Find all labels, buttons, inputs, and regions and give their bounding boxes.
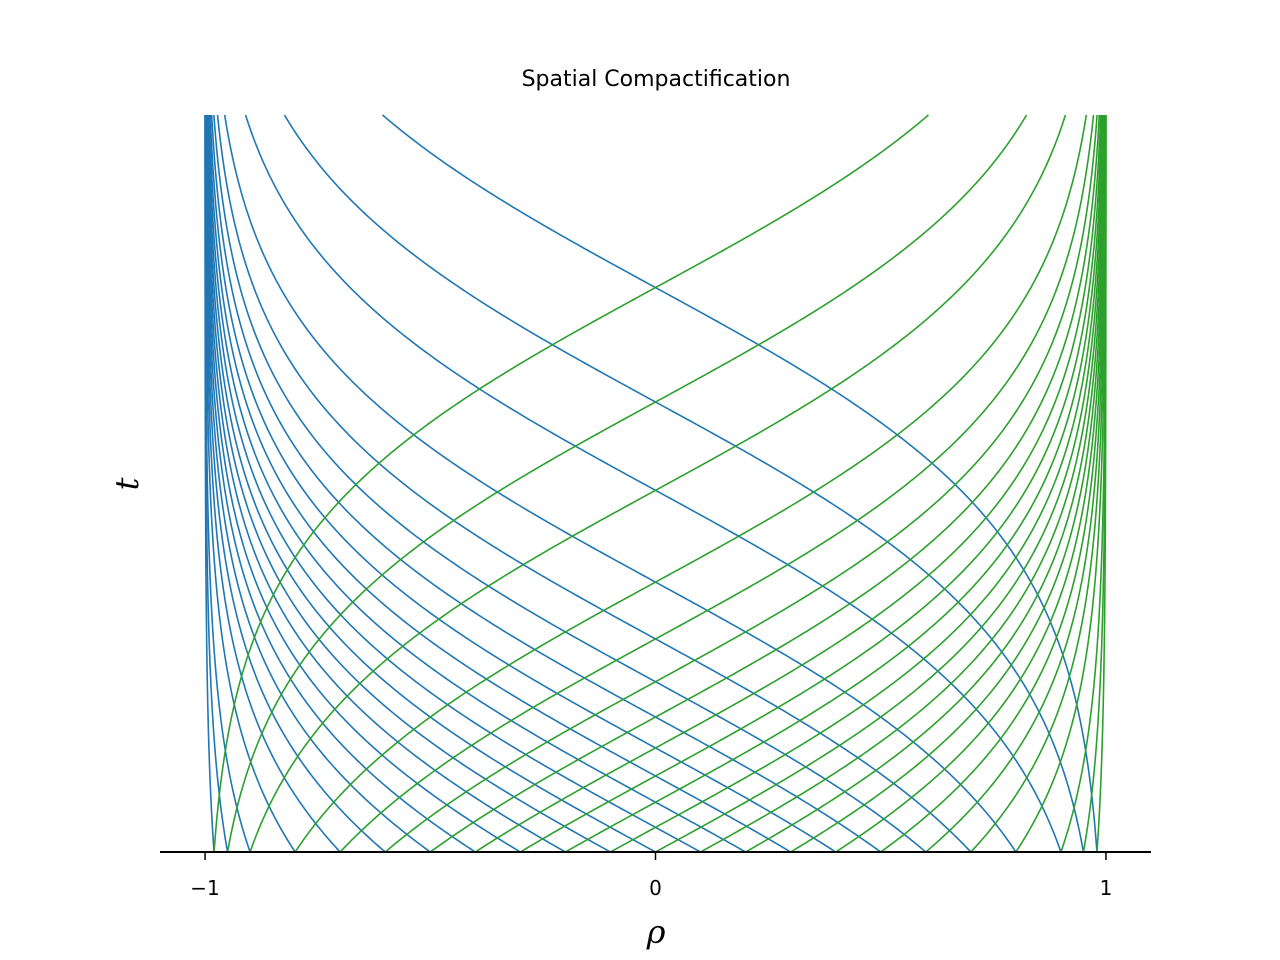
left-moving-null-line bbox=[205, 114, 521, 853]
left-moving-null-line bbox=[244, 114, 1062, 853]
right-moving-null-line bbox=[519, 114, 1103, 853]
right-moving-null-line bbox=[565, 114, 1104, 853]
left-moving-null-line bbox=[216, 114, 972, 853]
x-tick-label: 1 bbox=[1100, 876, 1113, 900]
left-moving-null-line bbox=[213, 114, 927, 853]
left-moving-null-line bbox=[206, 114, 701, 853]
left-moving-null-line bbox=[208, 114, 792, 853]
left-moving-null-line bbox=[382, 114, 1098, 853]
right-moving-null-line bbox=[790, 114, 1106, 853]
left-moving-null-line bbox=[207, 114, 746, 853]
left-moving-null-line bbox=[204, 114, 341, 853]
characteristic-lines bbox=[204, 114, 1107, 853]
chart-title: Spatial Compactification bbox=[522, 67, 791, 92]
right-moving-null-line bbox=[213, 114, 929, 853]
left-moving-null-line bbox=[206, 114, 656, 853]
right-moving-null-line bbox=[474, 114, 1102, 853]
right-moving-null-line bbox=[249, 114, 1067, 853]
right-moving-null-line bbox=[294, 114, 1088, 853]
right-moving-null-line bbox=[970, 114, 1107, 853]
right-moving-null-line bbox=[700, 114, 1105, 853]
right-moving-null-line bbox=[925, 114, 1107, 853]
left-moving-null-line bbox=[205, 114, 476, 853]
x-axis-label: ρ bbox=[646, 913, 666, 951]
left-moving-null-line bbox=[204, 114, 386, 853]
right-moving-null-line bbox=[610, 114, 1105, 853]
right-moving-null-line bbox=[429, 114, 1101, 853]
left-moving-null-line bbox=[210, 114, 882, 853]
left-moving-null-line bbox=[204, 115, 215, 853]
right-moving-null-line bbox=[655, 114, 1105, 853]
x-tick-label: −1 bbox=[190, 876, 219, 900]
x-ticks: −1 0 1 bbox=[190, 852, 1112, 900]
x-tick-label: 0 bbox=[649, 876, 662, 900]
right-moving-null-line bbox=[835, 114, 1106, 853]
right-moving-null-line bbox=[226, 114, 1028, 853]
y-axis-label: t bbox=[108, 477, 146, 490]
right-moving-null-line bbox=[384, 114, 1098, 853]
left-moving-null-line bbox=[209, 114, 837, 853]
right-moving-null-line bbox=[339, 114, 1095, 853]
left-moving-null-line bbox=[283, 114, 1085, 853]
left-moving-null-line bbox=[223, 114, 1017, 853]
right-moving-null-line bbox=[1096, 115, 1107, 853]
